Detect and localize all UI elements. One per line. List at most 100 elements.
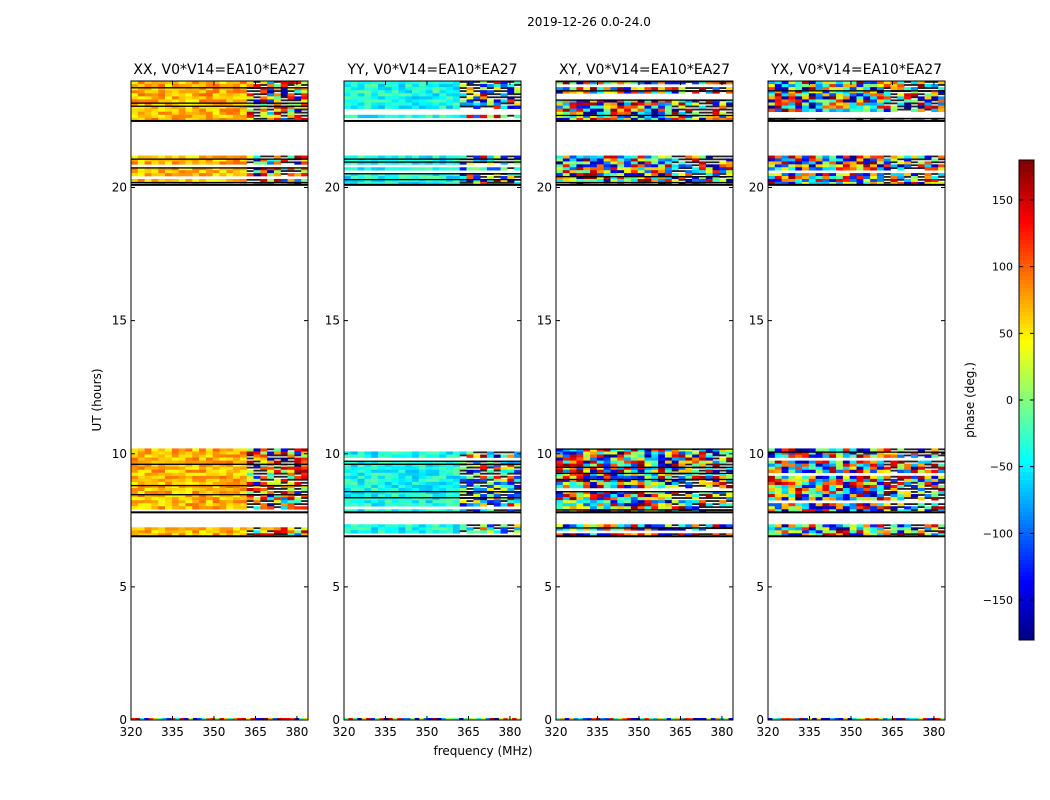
x-tick-label: 350: [203, 725, 226, 739]
colorbar-segment: [1019, 312, 1034, 317]
y-tick-label: 15: [325, 314, 340, 328]
colorbar-segment: [1019, 580, 1034, 585]
colorbar-segment: [1019, 284, 1034, 289]
colorbar-segment: [1019, 216, 1034, 221]
colorbar-segment: [1019, 160, 1034, 165]
x-tick-label: 365: [457, 725, 480, 739]
colorbar-segment: [1019, 560, 1034, 565]
colorbar-segment: [1019, 492, 1034, 497]
colorbar-segment: [1019, 356, 1034, 361]
colorbar-segment: [1019, 296, 1034, 301]
colorbar-segment: [1019, 268, 1034, 273]
colorbar-segment: [1019, 564, 1034, 569]
y-tick-label: 5: [544, 580, 552, 594]
panel-heatmap: [131, 81, 308, 720]
panel-heatmap: [556, 81, 733, 720]
colorbar-segment: [1019, 324, 1034, 329]
colorbar-tick-label: 100: [992, 261, 1013, 274]
x-tick-label: 350: [416, 725, 439, 739]
colorbar-segment: [1019, 316, 1034, 321]
colorbar-label: phase (deg.): [963, 362, 977, 438]
colorbar-segment: [1019, 528, 1034, 533]
colorbar-segment: [1019, 244, 1034, 249]
colorbar-segment: [1019, 472, 1034, 477]
x-tick-label: 350: [628, 725, 651, 739]
colorbar-tick-label: 0: [1006, 394, 1013, 407]
x-tick-label: 335: [374, 725, 397, 739]
colorbar-segment: [1019, 240, 1034, 245]
colorbar-segment: [1019, 260, 1034, 265]
colorbar-segment: [1019, 480, 1034, 485]
colorbar-segment: [1019, 208, 1034, 213]
colorbar-segment: [1019, 424, 1034, 429]
x-tick-label: 335: [798, 725, 821, 739]
y-tick-label: 15: [749, 314, 764, 328]
x-tick-label: 350: [840, 725, 863, 739]
x-tick-label: 320: [545, 725, 568, 739]
colorbar-segment: [1019, 484, 1034, 489]
colorbar-segment: [1019, 348, 1034, 353]
colorbar-segment: [1019, 228, 1034, 233]
colorbar-segment: [1019, 256, 1034, 261]
colorbar-segment: [1019, 496, 1034, 501]
colorbar-tick-label: 50: [999, 327, 1013, 340]
panel-3: XY, V0*V14=EA10*EA27 320 335 350 365 380 0 5 10 1…: [537, 62, 734, 739]
x-tick-label: 320: [333, 725, 356, 739]
colorbar-segment: [1019, 408, 1034, 413]
x-tick-label: 380: [922, 725, 945, 739]
colorbar-segment: [1019, 616, 1034, 621]
colorbar-segment: [1019, 428, 1034, 433]
y-axis-label: UT (hours): [90, 368, 104, 431]
colorbar-segment: [1019, 592, 1034, 597]
colorbar-segment: [1019, 276, 1034, 281]
colorbar-segment: [1019, 452, 1034, 457]
colorbar-segment: [1019, 352, 1034, 357]
colorbar-segment: [1019, 332, 1034, 337]
colorbar-segment: [1019, 536, 1034, 541]
colorbar-segment: [1019, 412, 1034, 417]
y-tick-label: 0: [119, 713, 127, 727]
y-tick-label: 0: [756, 713, 764, 727]
colorbar-segment: [1019, 340, 1034, 345]
colorbar-segment: [1019, 544, 1034, 549]
colorbar-segment: [1019, 372, 1034, 377]
x-tick-label: 320: [120, 725, 143, 739]
y-tick-label: 10: [112, 447, 127, 461]
colorbar-segment: [1019, 416, 1034, 421]
x-tick-label: 365: [244, 725, 267, 739]
figure-suptitle: 2019-12-26 0.0-24.0: [527, 15, 651, 29]
x-tick-label: 365: [669, 725, 692, 739]
y-tick-label: 20: [537, 181, 552, 195]
panels: XX, V0*V14=EA10*EA27 320 335 350 365 380 0 5 10 1…: [112, 62, 946, 739]
colorbar-segment: [1019, 168, 1034, 173]
y-tick-label: 20: [325, 181, 340, 195]
colorbar-segment: [1019, 464, 1034, 469]
colorbar-segment: [1019, 384, 1034, 389]
y-tick-label: 5: [119, 580, 127, 594]
colorbar-segment: [1019, 380, 1034, 385]
y-tick-label: 10: [749, 447, 764, 461]
colorbar-segment: [1019, 584, 1034, 589]
y-tick-label: 10: [537, 447, 552, 461]
panel-title: XY, V0*V14=EA10*EA27: [559, 62, 730, 78]
colorbar-segment: [1019, 432, 1034, 437]
x-tick-label: 380: [285, 725, 308, 739]
colorbar-segment: [1019, 476, 1034, 481]
colorbar-segment: [1019, 304, 1034, 309]
colorbar-segment: [1019, 188, 1034, 193]
colorbar-segment: [1019, 388, 1034, 393]
colorbar-segment: [1019, 360, 1034, 365]
colorbar: 150 100 50 0 −50 −100 −150: [983, 159, 1035, 641]
colorbar-segment: [1019, 504, 1034, 509]
panel-frame: [555, 80, 734, 721]
x-tick-label: 365: [881, 725, 904, 739]
colorbar-segment: [1019, 368, 1034, 373]
colorbar-segment: [1019, 172, 1034, 177]
colorbar-segment: [1019, 436, 1034, 441]
y-tick-label: 15: [112, 314, 127, 328]
colorbar-segment: [1019, 552, 1034, 557]
panel-4: YX, V0*V14=EA10*EA27 320 335 350 365 380 0 5 10 1…: [749, 62, 946, 739]
colorbar-tick-label: −150: [983, 594, 1013, 607]
colorbar-segment: [1019, 224, 1034, 229]
